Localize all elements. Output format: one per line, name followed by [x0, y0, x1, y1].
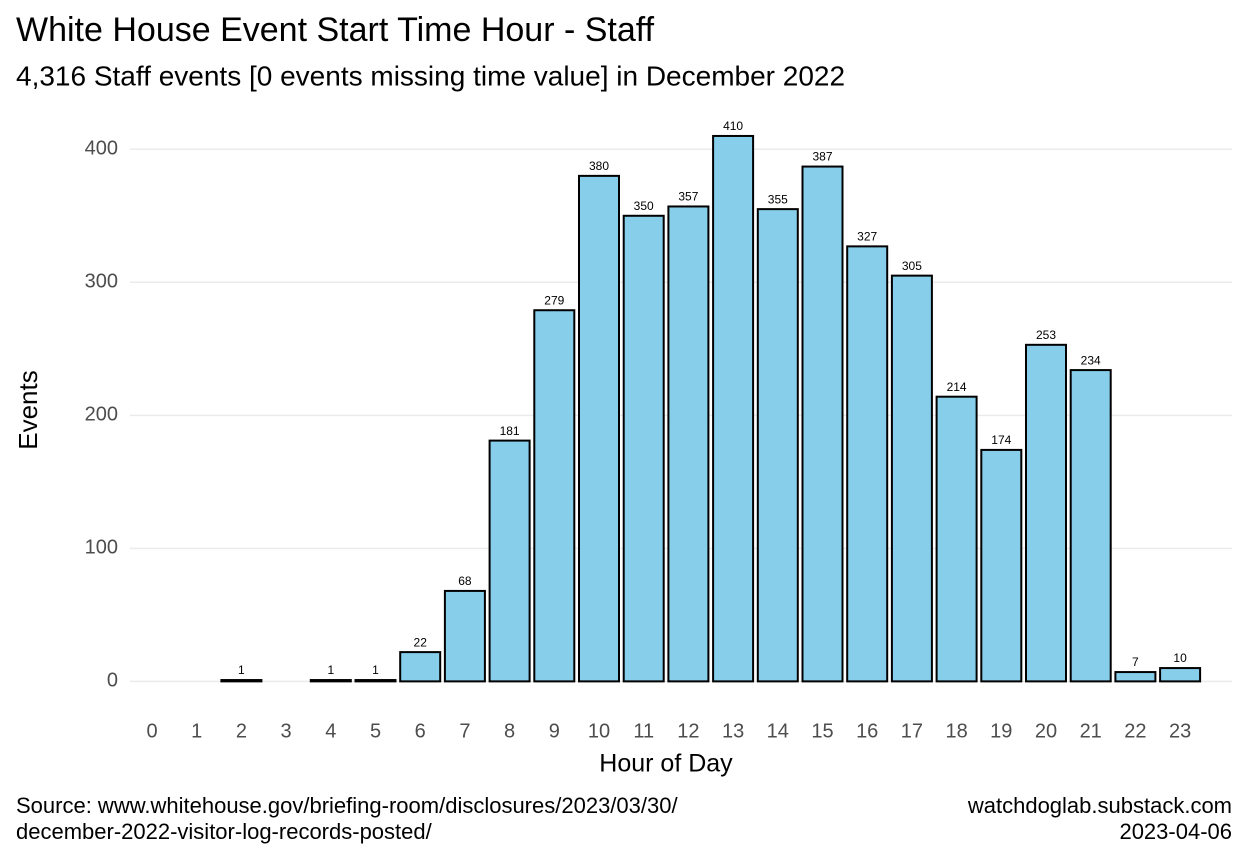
x-tick-label: 13	[722, 720, 744, 742]
bar	[533, 309, 576, 683]
value-label: 10	[1173, 651, 1187, 665]
value-label: 7	[1132, 655, 1139, 669]
x-tick-label: 14	[767, 720, 789, 742]
value-label: 305	[902, 259, 922, 273]
x-tick-label: 5	[370, 720, 381, 742]
value-label: 279	[544, 293, 564, 307]
x-tick-label: 16	[856, 720, 878, 742]
chart-title: White House Event Start Time Hour - Staf…	[16, 11, 655, 49]
bar	[756, 208, 799, 683]
value-label: 1	[372, 663, 379, 677]
bar	[399, 651, 442, 683]
value-label: 387	[812, 150, 832, 164]
x-tick-label: 0	[146, 720, 157, 742]
y-axis-label: Events	[13, 370, 43, 450]
value-label: 214	[947, 380, 967, 394]
bar	[846, 245, 889, 683]
x-tick-label: 9	[549, 720, 560, 742]
bar	[1159, 667, 1202, 683]
value-label: 174	[991, 433, 1011, 447]
bar	[578, 174, 620, 683]
x-tick-label: 6	[415, 720, 426, 742]
y-tick-label: 400	[85, 138, 118, 160]
bar	[622, 214, 665, 683]
y-tick-label: 200	[85, 404, 118, 426]
bar	[220, 679, 263, 683]
caption-credit: watchdoglab.substack.com	[967, 793, 1232, 818]
caption-source: Source: www.whitehouse.gov/briefing-room…	[16, 793, 678, 818]
value-label: 355	[768, 192, 788, 206]
caption-source: december-2022-visitor-log-records-posted…	[16, 819, 433, 844]
x-tick-label: 4	[325, 720, 336, 742]
x-tick-label: 22	[1124, 720, 1146, 742]
y-tick-label: 0	[107, 670, 118, 692]
value-label: 1	[238, 663, 245, 677]
caption-credit: 2023-04-06	[1119, 819, 1232, 844]
value-label: 253	[1036, 328, 1056, 342]
value-label: 234	[1081, 353, 1101, 367]
bar	[801, 165, 844, 683]
x-tick-label: 8	[504, 720, 515, 742]
x-tick-label: 20	[1035, 720, 1057, 742]
value-label: 350	[634, 199, 654, 213]
bar	[1114, 671, 1157, 683]
x-tick-label: 7	[459, 720, 470, 742]
bar	[890, 274, 933, 683]
x-tick-label: 3	[281, 720, 292, 742]
x-tick-label: 2	[236, 720, 247, 742]
x-tick-label: 10	[588, 720, 610, 742]
value-label: 181	[500, 424, 520, 438]
value-label: 22	[414, 635, 428, 649]
bar	[1025, 343, 1067, 683]
x-tick-label: 12	[677, 720, 699, 742]
bar	[354, 679, 397, 683]
value-label: 380	[589, 159, 609, 173]
chart-subtitle: 4,316 Staff events [0 events missing tim…	[16, 60, 845, 91]
bar	[712, 134, 755, 683]
bar	[667, 205, 710, 683]
x-tick-label: 21	[1080, 720, 1102, 742]
x-tick-label: 11	[633, 720, 654, 742]
bar	[935, 395, 978, 683]
value-label: 68	[458, 574, 472, 588]
bar	[1069, 369, 1112, 683]
bar	[980, 448, 1023, 683]
x-axis-label: Hour of Day	[599, 750, 733, 778]
value-label: 327	[857, 230, 877, 244]
x-tick-label: 1	[191, 720, 202, 742]
y-tick-label: 300	[85, 271, 118, 293]
bar	[488, 439, 531, 683]
x-tick-label: 15	[811, 720, 833, 742]
x-tick-label: 18	[945, 720, 967, 742]
x-tick-label: 19	[990, 720, 1012, 742]
value-label: 1	[327, 663, 334, 677]
x-tick-label: 17	[901, 720, 923, 742]
value-label: 410	[723, 119, 743, 133]
bar	[443, 589, 486, 683]
x-tick-label: 23	[1169, 720, 1191, 742]
value-label: 357	[678, 190, 698, 204]
bar	[309, 679, 352, 683]
y-tick-label: 100	[85, 537, 118, 559]
